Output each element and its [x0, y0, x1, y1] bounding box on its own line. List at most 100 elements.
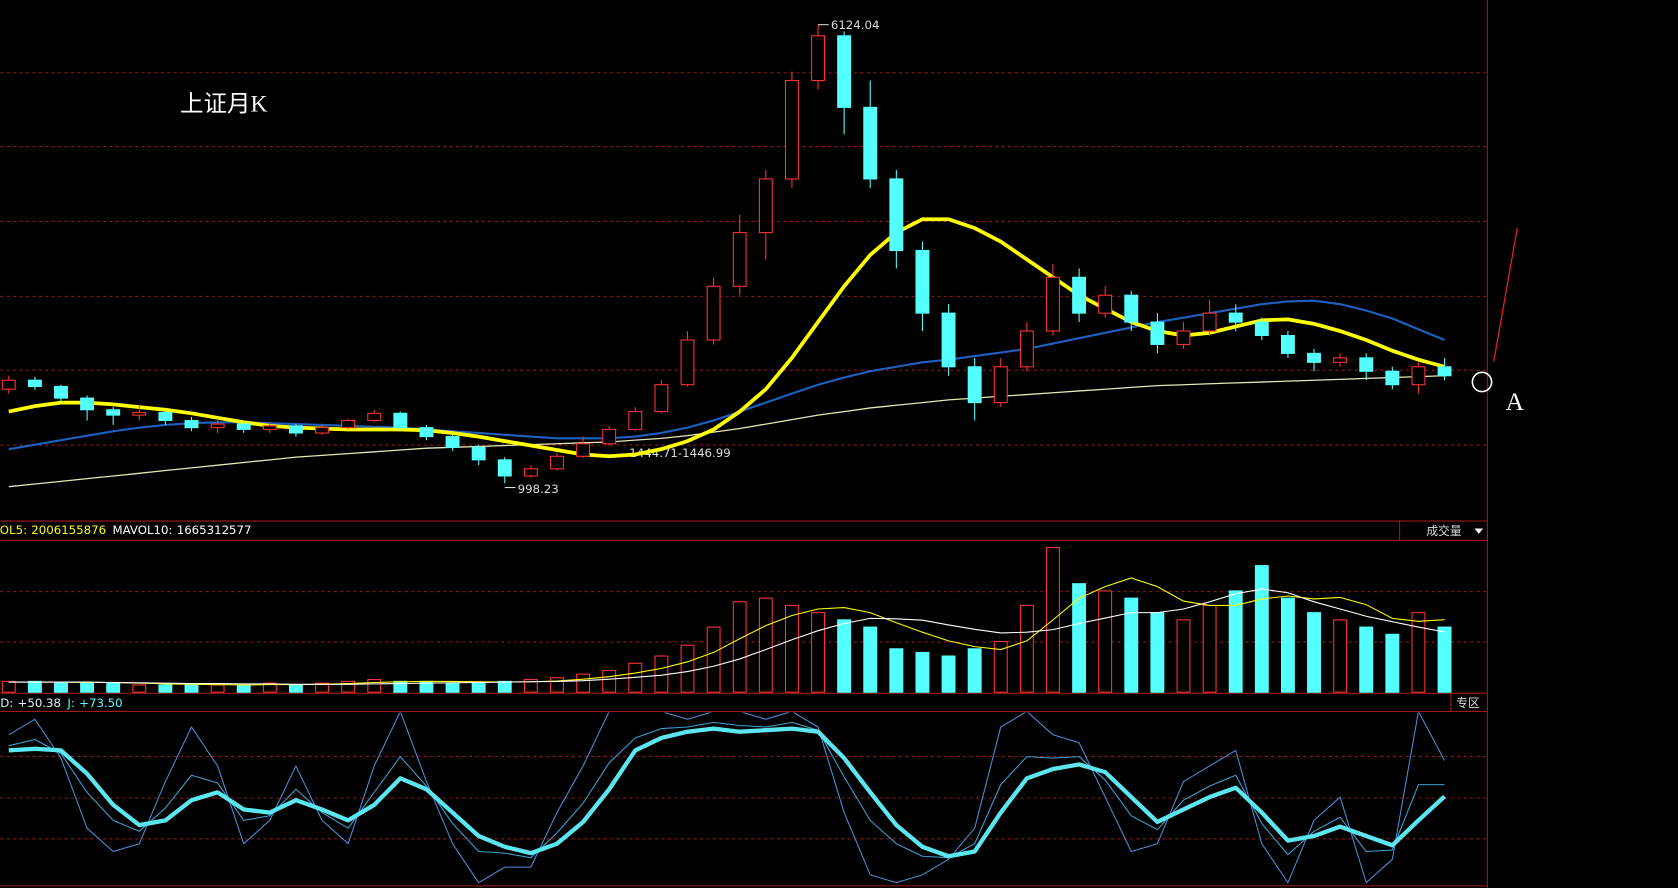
- candle-body: [784, 79, 799, 180]
- legend-value: +73.50: [79, 696, 122, 710]
- candle-body: [210, 423, 225, 429]
- candle-body: [315, 427, 329, 434]
- kdj-legend: D: +50.38 J: +73.50: [0, 696, 122, 710]
- volume-button[interactable]: 成交量: [1399, 520, 1488, 541]
- volume-bar: [367, 679, 382, 693]
- volume-bar: [732, 601, 747, 693]
- volume-bar: [288, 684, 303, 693]
- legend-name: D:: [0, 696, 13, 710]
- volume-bar: [210, 684, 225, 693]
- volume-bar: [602, 669, 617, 693]
- candle-body: [419, 427, 434, 438]
- candle-body: [758, 178, 773, 234]
- candle-body: [1307, 352, 1321, 363]
- volume-bar: [236, 684, 251, 693]
- kdj-lines: [8, 712, 1446, 884]
- volume-bar: [1176, 619, 1191, 693]
- volume-bar: [706, 626, 721, 693]
- volume-bar: [158, 684, 173, 693]
- volume-bar: [1150, 612, 1165, 693]
- button-label[interactable]: 专区: [1456, 696, 1480, 710]
- candle-body: [1411, 366, 1426, 386]
- volume-bar: [1, 680, 16, 693]
- candle-body: [1019, 330, 1034, 368]
- candle-body: [811, 35, 825, 82]
- candle-body: [471, 446, 486, 461]
- volume-bar: [184, 684, 199, 693]
- candle-body: [602, 428, 617, 445]
- volume-bar: [262, 682, 277, 693]
- candle-body: [967, 366, 982, 404]
- volume-bar: [837, 619, 852, 693]
- candle-body: [732, 232, 747, 287]
- volume-bar: [54, 682, 68, 693]
- candle-body: [1124, 294, 1139, 323]
- volume-bar: [445, 682, 460, 693]
- volume-bar: [941, 655, 956, 693]
- legend-value: 1665312577: [177, 523, 252, 537]
- legend-name: MAVOL5:: [0, 523, 27, 537]
- candle-body: [1333, 357, 1348, 363]
- volume-bar: [1019, 604, 1034, 693]
- candle-body: [393, 412, 408, 429]
- candle-body: [837, 35, 852, 108]
- volume-bar: [315, 682, 329, 693]
- volume-average: [8, 588, 1445, 685]
- moving-average: [8, 375, 1445, 488]
- candle-body: [576, 443, 591, 457]
- candle-body: [523, 468, 538, 477]
- volume-bar: [80, 682, 95, 693]
- candle-body: [993, 366, 1008, 404]
- volume-bar: [132, 684, 147, 693]
- candle-body: [54, 385, 68, 399]
- candle-body: [367, 412, 382, 422]
- high-label: 6124.04: [831, 18, 880, 32]
- zone-button[interactable]: 专区: [1450, 692, 1488, 713]
- candle-body: [680, 339, 695, 386]
- button-label[interactable]: 成交量: [1426, 524, 1461, 538]
- chart-title: 上证月K: [180, 90, 268, 117]
- volume-bar: [1307, 612, 1321, 693]
- volume-bar: [680, 644, 695, 693]
- candle-body: [1176, 330, 1191, 345]
- volume-bar: [758, 597, 773, 693]
- volume-bar: [1072, 583, 1087, 693]
- candle-body: [628, 410, 643, 430]
- drawn-line: [1493, 227, 1518, 362]
- legend-name: MAVOL10:: [112, 523, 172, 537]
- volume-bar: [497, 680, 512, 693]
- button-frame[interactable]: [1450, 692, 1488, 713]
- candle-body: [915, 249, 930, 314]
- candle-body: [288, 425, 303, 434]
- indicator-line: [8, 712, 1446, 884]
- volume-bar: [1411, 612, 1426, 693]
- candle-body: [497, 459, 512, 477]
- volume-bar: [993, 641, 1008, 693]
- volume-bar: [1098, 590, 1113, 693]
- candle-body: [1385, 370, 1400, 386]
- legend-value: 2006155876: [31, 523, 106, 537]
- moving-average: [8, 217, 1446, 459]
- marker-label: A: [1506, 387, 1525, 416]
- candle-body: [1, 379, 16, 390]
- volume-bar: [863, 626, 878, 693]
- volume-bar: [915, 651, 930, 693]
- candle-body: [654, 384, 669, 413]
- candle-body: [106, 409, 121, 416]
- candle-body: [132, 411, 147, 416]
- volume-bar: [523, 679, 538, 693]
- candle-body: [158, 411, 173, 422]
- volume-bar: [1202, 604, 1217, 693]
- button-frame[interactable]: [1399, 520, 1488, 541]
- candle-body: [863, 106, 878, 180]
- volume-bar: [1385, 633, 1400, 693]
- dropdown-arrow[interactable]: [1474, 528, 1484, 534]
- volume-bar: [1333, 619, 1348, 693]
- volume-bar: [784, 604, 799, 693]
- candle-body: [889, 178, 904, 252]
- volume-bar: [106, 682, 121, 693]
- candle-body: [1359, 357, 1374, 372]
- volume-bar: [967, 648, 982, 693]
